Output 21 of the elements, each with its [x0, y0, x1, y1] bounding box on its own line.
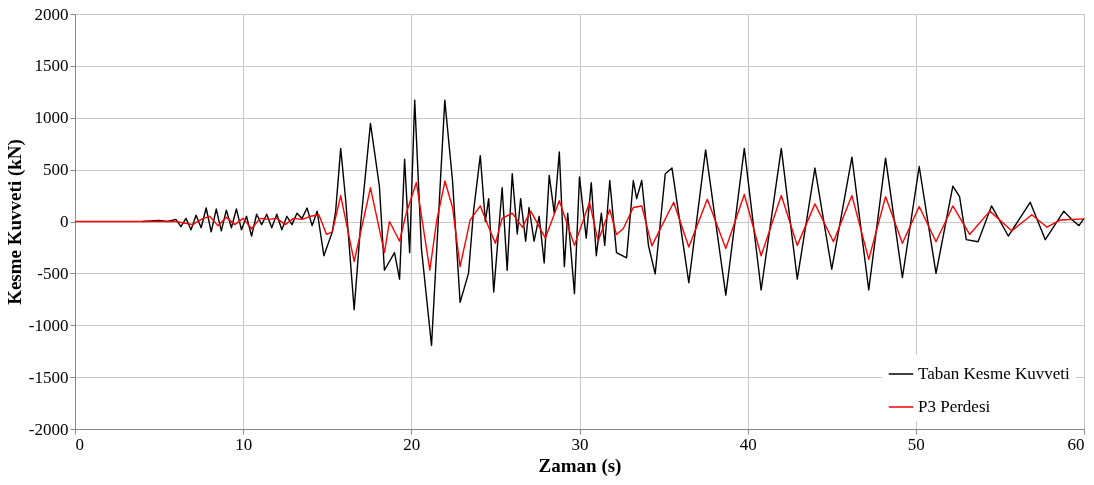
y-tick-label: -500 — [37, 263, 69, 283]
legend-label: P3 Perdesi — [918, 397, 991, 416]
x-tick-label: 40 — [739, 434, 757, 454]
y-tick-label: 500 — [43, 160, 69, 180]
x-tick-label: 60 — [1067, 434, 1085, 454]
line-series — [74, 180, 1085, 271]
x-tick-label: 30 — [571, 434, 589, 454]
y-tick-label: -1500 — [28, 367, 69, 387]
x-tick-label: 10 — [235, 434, 253, 454]
y-tick-label: 0 — [60, 212, 69, 231]
y-tick-label: 1500 — [34, 56, 69, 76]
y-tick-label: -1000 — [28, 315, 69, 335]
y-tick-label: -2000 — [28, 419, 69, 439]
x-tick-label: 50 — [907, 434, 925, 454]
x-axis-title: Zaman (s) — [538, 454, 622, 477]
y-tick-label: 2000 — [34, 4, 69, 24]
y-axis-title: Kesme Kuvveti (kN) — [3, 139, 26, 305]
y-tick-label: 1000 — [34, 108, 69, 128]
x-tick-label: 0 — [75, 434, 84, 454]
x-tick-label: 20 — [403, 434, 421, 454]
legend-label: Taban Kesme Kuvveti — [918, 364, 1071, 383]
